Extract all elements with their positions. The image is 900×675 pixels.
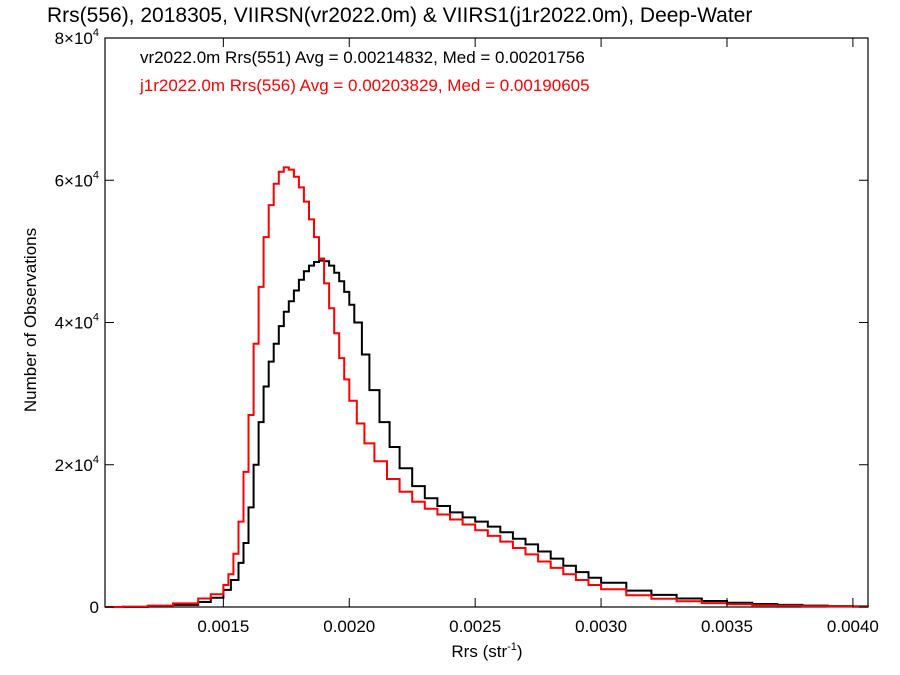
y-tick-label: 6×104 bbox=[55, 169, 99, 190]
y-tick-label: 0 bbox=[90, 598, 99, 617]
y-axis-ticks: 0 2×104 4×104 6×104 8×104 bbox=[55, 27, 868, 617]
x-axis-label: Rrs (str-1) bbox=[451, 641, 522, 661]
y-tick-label: 2×104 bbox=[55, 454, 99, 475]
legend: vr2022.0m Rrs(551) Avg = 0.00214832, Med… bbox=[139, 48, 590, 95]
legend-entry: vr2022.0m Rrs(551) Avg = 0.00214832, Med… bbox=[140, 48, 585, 67]
x-tick-label: 0.0015 bbox=[197, 617, 249, 636]
x-tick-label: 0.0040 bbox=[827, 617, 879, 636]
x-tick-label: 0.0020 bbox=[323, 617, 375, 636]
x-axis-ticks: 0.0015 0.0020 0.0025 0.0030 0.0035 0.0040 bbox=[197, 38, 879, 636]
series-lines bbox=[105, 166, 869, 608]
y-axis-label: Number of Observations bbox=[21, 228, 40, 412]
chart-title: Rrs(556), 2018305, VIIRSN(vr2022.0m) & V… bbox=[47, 4, 752, 27]
x-tick-label: 0.0035 bbox=[701, 617, 753, 636]
y-tick-label: 8×104 bbox=[55, 27, 99, 48]
x-tick-label: 0.0025 bbox=[449, 617, 501, 636]
series-line-0 bbox=[105, 259, 869, 608]
y-tick-label: 4×104 bbox=[55, 312, 99, 333]
x-tick-label: 0.0030 bbox=[575, 617, 627, 636]
series-line-1 bbox=[105, 166, 869, 608]
legend-entry: j1r2022.0m Rrs(556) Avg = 0.00203829, Me… bbox=[139, 76, 590, 95]
